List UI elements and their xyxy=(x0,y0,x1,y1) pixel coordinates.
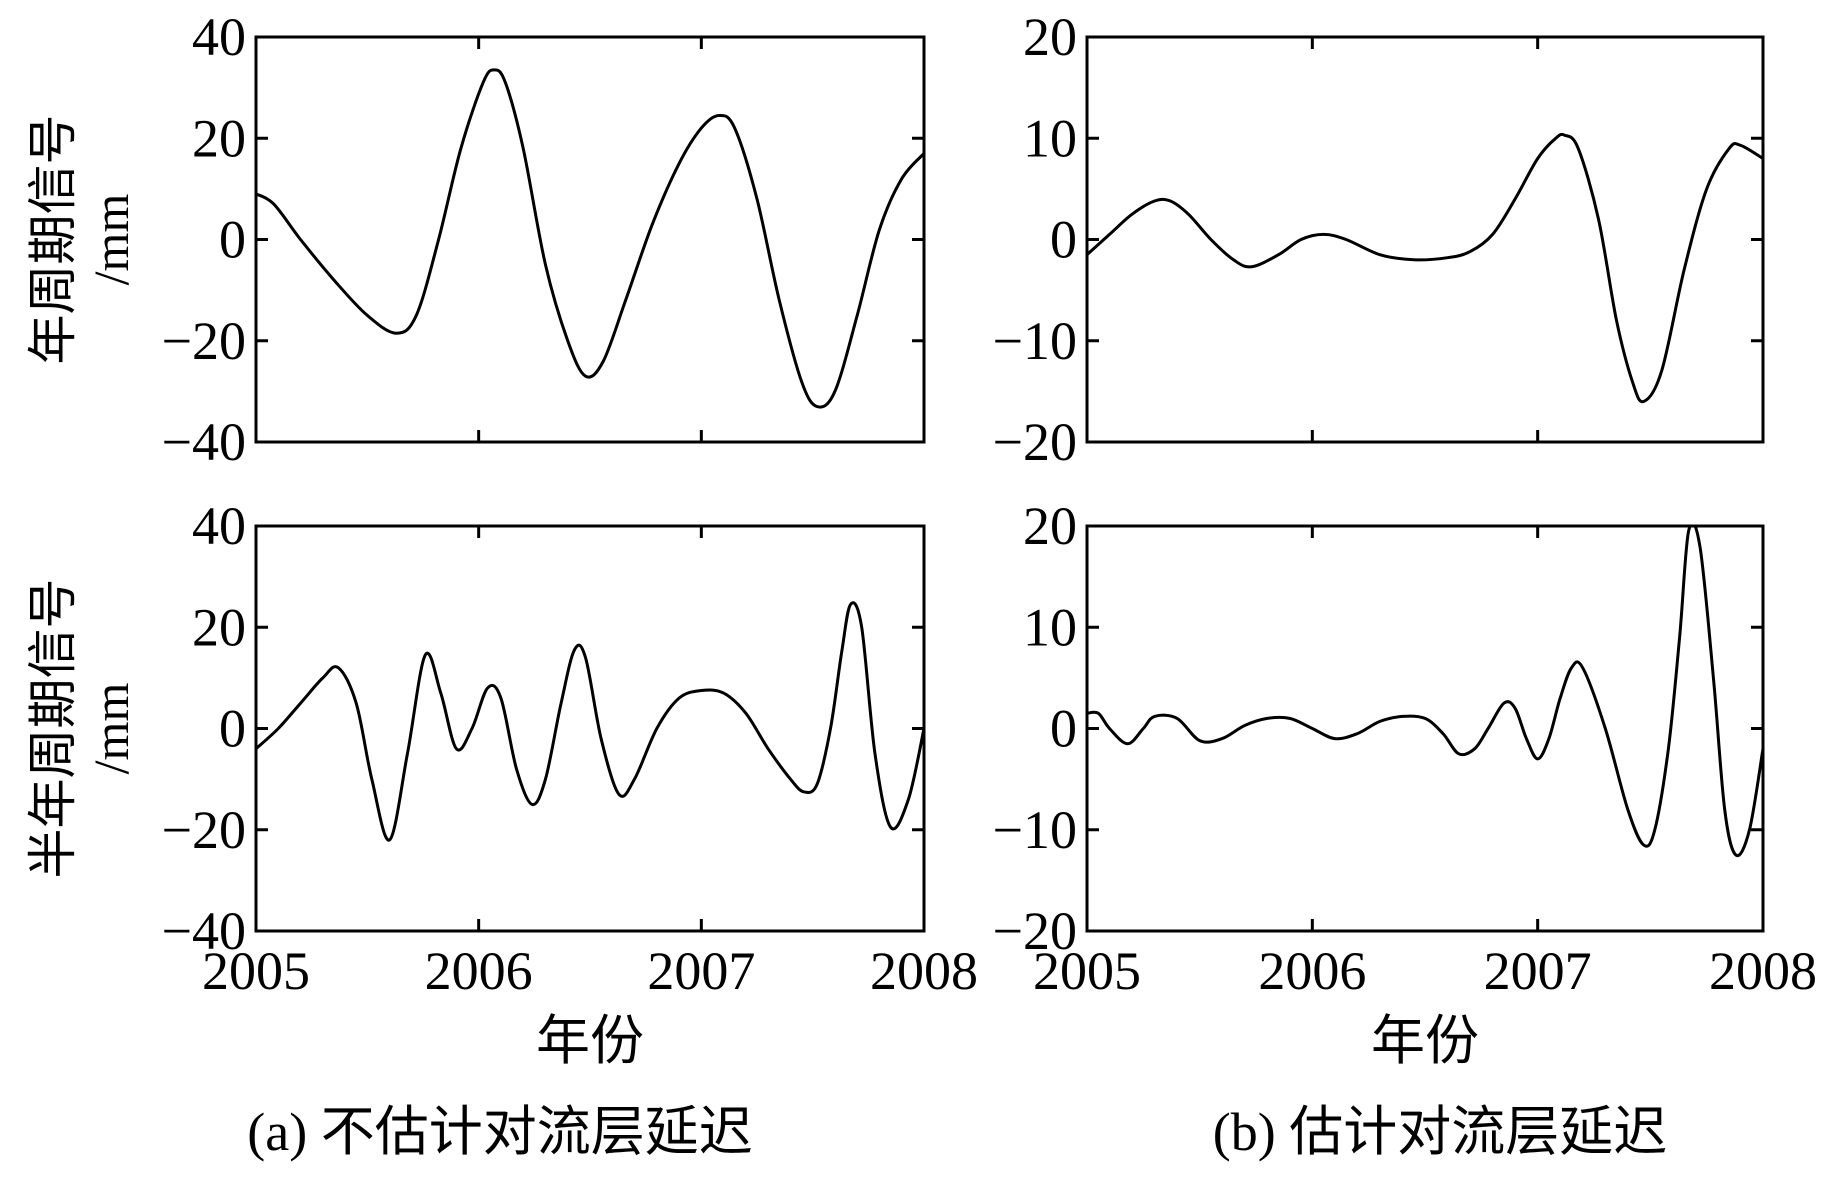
ytick-label: 0 xyxy=(219,210,246,270)
xtick-label: 2007 xyxy=(1484,941,1592,1001)
xtick-label: 2005 xyxy=(1033,941,1141,1001)
xtick-label: 2006 xyxy=(1258,941,1366,1001)
y-axis-label-line2: /mm xyxy=(83,194,139,286)
xtick-label: 2006 xyxy=(425,941,533,1001)
ytick-label: −10 xyxy=(993,800,1077,860)
ytick-label: 40 xyxy=(192,7,246,67)
y-axis-label-line1: 半年周期信号 xyxy=(25,579,81,879)
x-axis-label: 年份 xyxy=(1371,1011,1479,1071)
xtick-label: 2008 xyxy=(870,941,978,1001)
series-line xyxy=(1087,132,1763,404)
ytick-label: −40 xyxy=(162,901,246,961)
ytick-label: −10 xyxy=(993,311,1077,371)
ytick-label: 20 xyxy=(192,108,246,168)
ytick-label: 20 xyxy=(1023,7,1077,67)
ytick-label: 20 xyxy=(1023,496,1077,556)
plot-frame xyxy=(254,524,926,933)
ytick-label: 10 xyxy=(1023,108,1077,168)
series-line xyxy=(256,68,924,409)
ytick-label: −20 xyxy=(162,800,246,860)
ytick-label: −20 xyxy=(993,901,1077,961)
ytick-label: −20 xyxy=(993,412,1077,472)
plot-frame xyxy=(1085,35,1765,444)
xtick-label: 2007 xyxy=(647,941,755,1001)
panel-b-top: −20 −10 0 10 20 xyxy=(993,7,1765,472)
panel-a-bottom: −40 −20 0 20 40 2005 2006 2007 2008 年份 半年周期信号/mm xyxy=(25,496,978,1071)
caption-left: (a) 不估计对流层延迟 xyxy=(247,1102,752,1162)
series-line xyxy=(256,601,924,842)
ytick-label: 10 xyxy=(1023,597,1077,657)
ytick-label: 0 xyxy=(1050,699,1077,759)
ytick-label: −40 xyxy=(162,412,246,472)
ytick-label: 0 xyxy=(1050,210,1077,270)
x-axis-label: 年份 xyxy=(536,1011,644,1071)
panel-a-top: −40 −20 0 20 40 年周期信号/mm xyxy=(25,7,926,472)
xtick-label: 2008 xyxy=(1709,941,1817,1001)
panel-b-bottom: −20 −10 0 10 20 2005 2006 2007 2008 年份 xyxy=(993,496,1817,1071)
y-axis-label-line2: /mm xyxy=(83,683,139,775)
xtick-label: 2005 xyxy=(202,941,310,1001)
ytick-label: 20 xyxy=(192,597,246,657)
plot-frame xyxy=(254,35,926,444)
series-line xyxy=(1087,526,1763,858)
y-axis-label-line1: 年周期信号 xyxy=(25,115,81,365)
ytick-label: 40 xyxy=(192,496,246,556)
caption-right: (b) 估计对流层延迟 xyxy=(1213,1102,1667,1162)
ytick-label: −20 xyxy=(162,311,246,371)
ytick-label: 0 xyxy=(219,699,246,759)
